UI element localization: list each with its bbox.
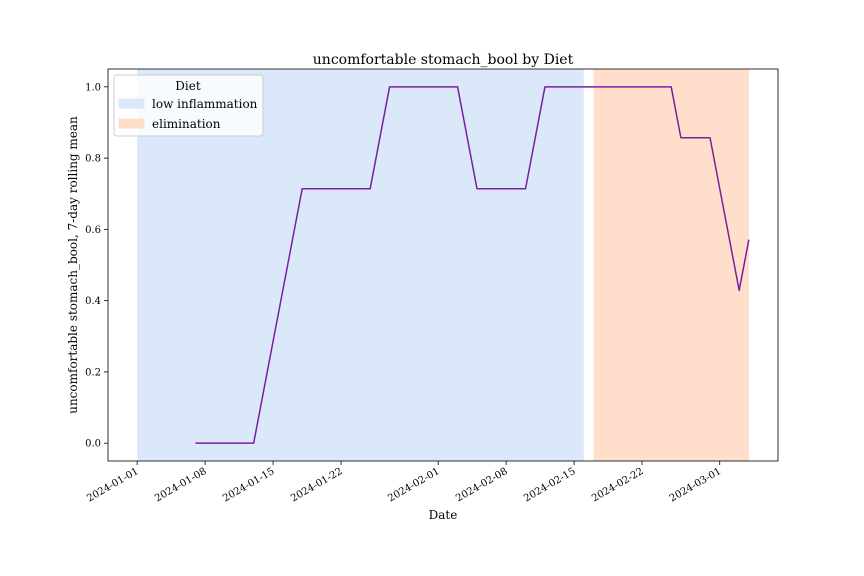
x-tick-label: 2024-01-22	[289, 466, 344, 504]
y-tick-label: 0.6	[85, 225, 101, 236]
x-tick-label: 2024-02-08	[454, 466, 509, 504]
legend-swatch-low-inflammation	[118, 98, 145, 109]
legend-label-elimination: elimination	[152, 117, 221, 131]
legend-label-low-inflammation: low inflammation	[152, 97, 258, 111]
y-axis-ticks: 0.0 0.2 0.4 0.6 0.8 1.0	[85, 82, 108, 450]
y-axis-label: uncomfortable stomach_bool, 7-day rollin…	[66, 116, 80, 414]
y-tick-label: 0.8	[85, 154, 101, 165]
legend: Diet low inflammation elimination	[113, 74, 264, 137]
x-tick-label: 2024-01-01	[85, 466, 140, 504]
y-tick-label: 0.0	[85, 439, 101, 450]
legend-box	[113, 74, 264, 137]
legend-title: Diet	[175, 79, 201, 93]
series-line	[195, 86, 750, 444]
x-axis-ticks: 2024-01-01 2024-01-08 2024-01-15 2024-01-22…	[85, 461, 723, 504]
x-tick-label: 2024-02-15	[522, 466, 577, 504]
series-layer	[195, 86, 750, 444]
y-tick-label: 0.2	[85, 367, 101, 378]
x-tick-label: 2024-02-01	[386, 466, 441, 504]
chart-title: uncomfortable stomach_bool by Diet	[313, 52, 574, 68]
x-axis-label: Date	[429, 508, 458, 522]
span-elimination	[593, 69, 749, 461]
x-tick-label: 2024-01-15	[221, 466, 276, 504]
x-tick-label: 2024-02-22	[590, 466, 645, 504]
diet-spans	[137, 69, 749, 461]
x-tick-label: 2024-01-08	[153, 466, 208, 504]
plot-frame	[107, 68, 779, 462]
legend-swatch-elimination	[118, 118, 145, 129]
y-tick-label: 1.0	[85, 82, 101, 93]
y-tick-label: 0.4	[85, 296, 101, 307]
x-tick-label: 2024-03-01	[668, 466, 723, 504]
